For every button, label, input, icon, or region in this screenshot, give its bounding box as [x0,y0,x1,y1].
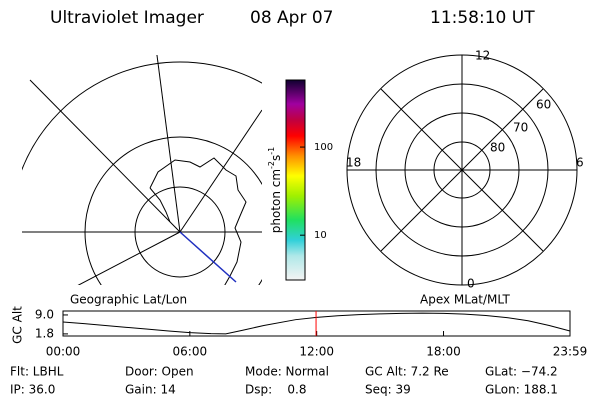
map-label: Geographic Lat/Lon [70,293,187,307]
status-field: GLat: −74.2 [485,365,558,379]
colorbar-unit: photon cm-2s-1 [267,147,283,234]
polar-grid [346,54,578,286]
mlat-label: 80 [490,141,505,155]
y-tick-label: 1.8 [35,326,54,340]
colorbar-tick-label: 100 [314,142,333,153]
mlt-label: 12 [475,49,490,63]
mlt-label: 0 [467,277,475,291]
x-tick-label: 23:59 [553,345,588,359]
status-field: Dsp: 0.8 [245,383,307,397]
status-field: Seq: 39 [365,383,411,397]
x-tick-label: 00:00 [46,345,81,359]
altitude-line [62,312,571,335]
mlt-label: 6 [576,156,584,170]
x-tick-label: 12:00 [299,345,334,359]
polar-label: Apex MLat/MLT [420,293,510,307]
date: 08 Apr 07 [250,8,333,28]
y-axis-label: GC Alt [11,306,25,344]
x-tick-label: 06:00 [173,345,208,359]
status-field: Gain: 14 [125,383,176,397]
colorbar-tick-label: 10 [314,230,327,241]
mlat-label: 70 [513,121,528,135]
colorbar [285,79,306,281]
time: 11:58:10 UT [430,8,535,28]
mlt-label: 18 [346,156,361,170]
map [22,55,262,285]
status-field: GLon: 188.1 [485,383,558,397]
title: Ultraviolet Imager [50,8,204,28]
status-field: Flt: LBHL [10,365,64,379]
x-tick-label: 18:00 [426,345,461,359]
status-field: GC Alt: 7.2 Re [365,365,449,379]
status-field: IP: 36.0 [10,383,55,397]
y-tick-label: 9.0 [35,307,54,321]
status-field: Mode: Normal [245,365,329,379]
mlat-label: 60 [536,98,551,112]
status-field: Door: Open [125,365,194,379]
